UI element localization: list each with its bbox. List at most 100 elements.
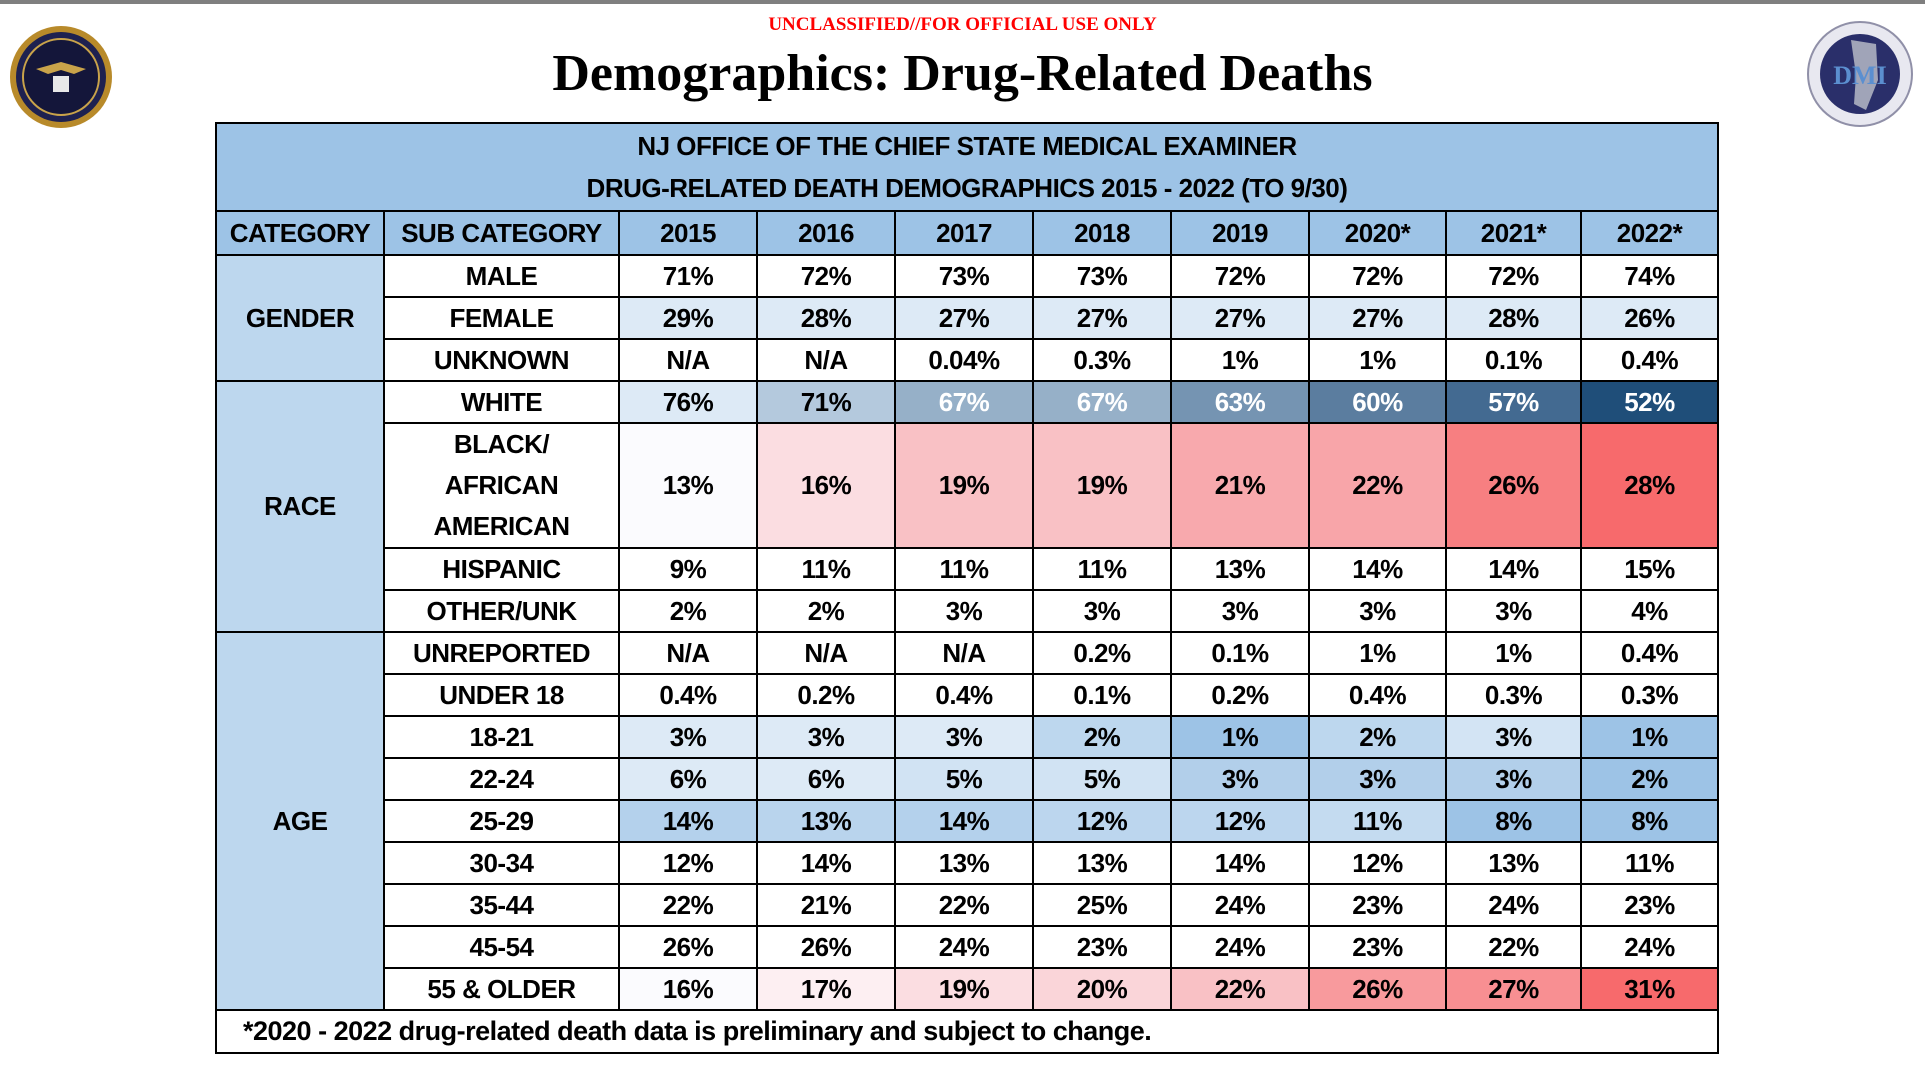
table-row: 22-24 6% 6% 5% 5% 3% 3% 3% 2%: [216, 757, 1719, 801]
subcategory-cell: UNDER 18: [383, 673, 620, 717]
value-cell: 23%: [1308, 925, 1447, 969]
table-row: 45-54 26% 26% 24% 23% 24% 23% 22% 24%: [216, 925, 1719, 969]
value-cell: 5%: [1032, 757, 1172, 801]
value-cell: 1%: [1308, 631, 1447, 675]
value-cell: 11%: [894, 547, 1034, 591]
value-cell: 2%: [1032, 715, 1172, 759]
column-header: 2018: [1032, 210, 1172, 256]
subcategory-cell: 18-21: [383, 715, 620, 759]
value-cell: 72%: [1308, 254, 1447, 298]
value-cell: 71%: [756, 380, 896, 424]
value-cell: 16%: [618, 967, 758, 1011]
value-cell: 22%: [894, 883, 1034, 927]
value-cell: 9%: [618, 547, 758, 591]
subcategory-cell: 35-44: [383, 883, 620, 927]
value-cell: 12%: [618, 841, 758, 885]
value-cell: 3%: [1445, 589, 1582, 633]
value-cell: 0.1%: [1445, 338, 1582, 382]
value-cell: 13%: [1032, 841, 1172, 885]
subcategory-cell: 22-24: [383, 757, 620, 801]
table-row: RACE WHITE 76% 71% 67% 67% 63% 60% 57% 52%: [215, 380, 1719, 633]
value-cell: 22%: [618, 883, 758, 927]
value-cell: 2%: [1580, 757, 1719, 801]
value-cell: 0.3%: [1032, 338, 1172, 382]
column-header: 2021*: [1445, 210, 1582, 256]
value-cell: 5%: [894, 757, 1034, 801]
value-cell: 0.4%: [618, 673, 758, 717]
subcategory-cell: OTHER/UNK: [383, 589, 620, 633]
table-title-row: NJ OFFICE OF THE CHIEF STATE MEDICAL EXA…: [215, 122, 1719, 212]
value-cell: 2%: [618, 589, 758, 633]
value-cell: 14%: [1170, 841, 1310, 885]
value-cell: 26%: [1308, 967, 1447, 1011]
table-row: BLACK/ AFRICAN AMERICAN 13% 16% 19% 19% 21% 22…: [216, 422, 1719, 549]
value-cell: 2%: [756, 589, 896, 633]
category-cell: AGE: [215, 631, 385, 1011]
value-cell: 13%: [1445, 841, 1582, 885]
value-cell: 76%: [618, 380, 758, 424]
dmi-logo-text: DMI: [1833, 61, 1886, 90]
value-cell: 63%: [1170, 380, 1310, 424]
value-cell: N/A: [756, 631, 896, 675]
value-cell: 3%: [1170, 589, 1310, 633]
subcategory-cell: 30-34: [383, 841, 620, 885]
value-cell: 27%: [894, 296, 1034, 340]
table-row: FEMALE 29% 28% 27% 27% 27% 27% 28% 26%: [216, 296, 1719, 340]
value-cell: 0.3%: [1445, 673, 1582, 717]
value-cell: 28%: [1445, 296, 1582, 340]
value-cell: 4%: [1580, 589, 1719, 633]
value-cell: N/A: [618, 338, 758, 382]
value-cell: 1%: [1170, 715, 1310, 759]
value-cell: 72%: [1445, 254, 1582, 298]
footnote-row: *2020 - 2022 drug-related death data is …: [215, 1009, 1719, 1054]
value-cell: 22%: [1445, 925, 1582, 969]
subcategory-cell: UNKNOWN: [383, 338, 620, 382]
table-row: 30-34 12% 14% 13% 13% 14% 12% 13% 11%: [216, 841, 1719, 885]
subcategory-cell: 25-29: [383, 799, 620, 843]
header-row: CATEGORY SUB CATEGORY 2015 2016 2017 2018 2019…: [215, 210, 1719, 256]
value-cell: 71%: [618, 254, 758, 298]
value-cell: 0.1%: [1032, 673, 1172, 717]
column-header: 2022*: [1580, 210, 1719, 256]
demographics-table: NJ OFFICE OF THE CHIEF STATE MEDICAL EXA…: [215, 122, 1719, 1054]
value-cell: 52%: [1580, 380, 1719, 424]
value-cell: 26%: [618, 925, 758, 969]
table-row: 25-29 14% 13% 14% 12% 12% 11% 8% 8%: [216, 799, 1719, 843]
value-cell: 6%: [756, 757, 896, 801]
value-cell: 12%: [1032, 799, 1172, 843]
value-cell: 23%: [1308, 883, 1447, 927]
value-cell: N/A: [894, 631, 1034, 675]
subcategory-cell: WHITE: [383, 380, 620, 424]
value-cell: 3%: [1445, 715, 1582, 759]
value-cell: 14%: [618, 799, 758, 843]
value-cell: 29%: [618, 296, 758, 340]
column-header: 2016: [756, 210, 896, 256]
value-cell: 1%: [1170, 338, 1310, 382]
value-cell: 31%: [1580, 967, 1719, 1011]
value-cell: 72%: [756, 254, 896, 298]
value-cell: 6%: [618, 757, 758, 801]
subcategory-cell: 45-54: [383, 925, 620, 969]
table-row: UNKNOWN N/A N/A 0.04% 0.3% 1% 1% 0.1% 0.4%: [216, 338, 1719, 382]
value-cell: 13%: [756, 799, 896, 843]
value-cell: 1%: [1580, 715, 1719, 759]
top-bar: [0, 0, 1925, 4]
column-header: 2015: [618, 210, 758, 256]
value-cell: 1%: [1445, 631, 1582, 675]
value-cell: 27%: [1308, 296, 1447, 340]
column-header: 2020*: [1308, 210, 1447, 256]
value-cell: 28%: [1580, 422, 1719, 549]
value-cell: 26%: [1445, 422, 1582, 549]
value-cell: 23%: [1580, 883, 1719, 927]
value-cell: 14%: [1445, 547, 1582, 591]
value-cell: 12%: [1308, 841, 1447, 885]
value-cell: 23%: [1032, 925, 1172, 969]
value-cell: 22%: [1308, 422, 1447, 549]
value-cell: 0.2%: [756, 673, 896, 717]
value-cell: 14%: [756, 841, 896, 885]
left-seal-logo: [10, 26, 112, 128]
table-title-line2: DRUG-RELATED DEATH DEMOGRAPHICS 2015 - 2…: [586, 173, 1348, 203]
value-cell: 24%: [1170, 925, 1310, 969]
value-cell: 27%: [1032, 296, 1172, 340]
value-cell: 3%: [1445, 757, 1582, 801]
